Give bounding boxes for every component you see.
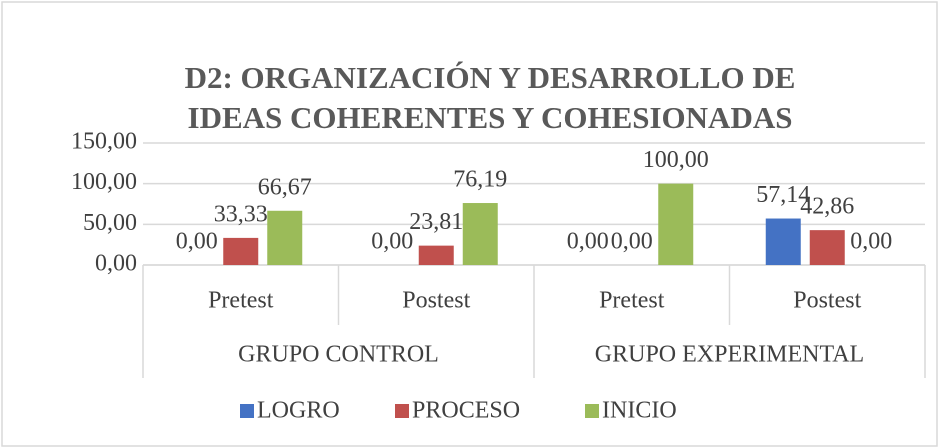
legend-swatch: [395, 404, 409, 418]
x-tick-label: Pretest: [599, 288, 665, 314]
data-label: 0,00: [850, 229, 892, 255]
data-label: 0,00: [371, 229, 413, 255]
data-label: 0,00: [176, 229, 218, 255]
legend-swatch: [585, 404, 599, 418]
x-tick-label: Pretest: [208, 288, 274, 314]
legend-swatch: [240, 404, 254, 418]
data-label: 33,33: [214, 201, 268, 227]
x-tick-label: Postest: [402, 288, 470, 314]
bar: [418, 245, 454, 265]
bar: [223, 237, 259, 265]
data-label: 0,00: [567, 229, 609, 255]
data-label: 76,19: [453, 167, 507, 193]
chart-title: D2: ORGANIZACIÓN Y DESARROLLO DE IDEAS C…: [184, 60, 796, 135]
bar: [658, 183, 694, 265]
data-label: 0,00: [611, 229, 653, 255]
y-tick-label: 100,00: [71, 169, 137, 195]
legend-label: INICIO: [602, 398, 677, 424]
bar: [765, 218, 801, 265]
data-label: 66,67: [258, 174, 312, 200]
group-label: GRUPO EXPERIMENTAL: [595, 342, 864, 368]
y-tick-label: 0,00: [95, 251, 137, 277]
y-tick-label: 150,00: [71, 129, 137, 155]
bar: [267, 210, 303, 265]
data-label: 42,86: [800, 194, 854, 220]
y-tick-label: 50,00: [83, 210, 137, 236]
data-label: 23,81: [409, 209, 463, 235]
group-label: GRUPO CONTROL: [238, 342, 439, 368]
legend-label: PROCESO: [412, 398, 520, 424]
x-tick-label: Postest: [793, 288, 861, 314]
bar: [809, 230, 845, 265]
data-label: 57,14: [756, 182, 810, 208]
data-label: 100,00: [643, 147, 709, 173]
legend-label: LOGRO: [257, 398, 340, 424]
bar: [462, 203, 498, 265]
